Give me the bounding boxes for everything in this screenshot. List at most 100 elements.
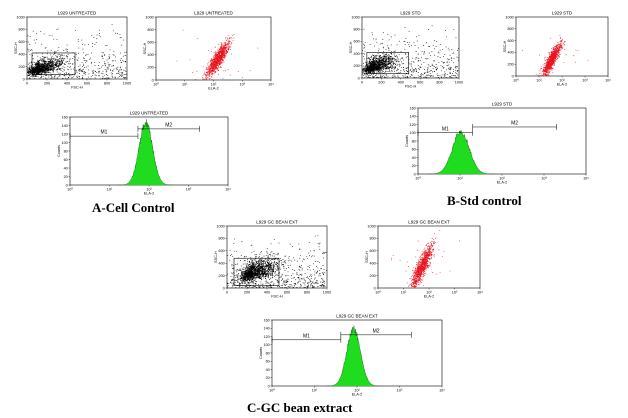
caption-gc-bean-extract: C-GC bean extract (247, 400, 353, 415)
y-axis-label: Counts (57, 145, 61, 157)
histogram-outline (326, 325, 381, 387)
y-tick-label: 0 (223, 286, 225, 290)
y-axis-label: SSC-H (143, 42, 147, 54)
scatter-points (391, 230, 460, 289)
y-tick-label: 60 (64, 158, 68, 162)
scatter-points (226, 235, 327, 289)
x-tick-label: 10¹ (401, 291, 407, 295)
marker-m2: M2 (472, 120, 557, 130)
x-tick-label: 10¹ (457, 177, 463, 181)
x-tick-label: 10² (211, 83, 217, 87)
y-axis-label: Counts (405, 135, 409, 147)
y-tick-label: 400 (147, 53, 153, 57)
x-axis-label: FSC-H (71, 86, 83, 90)
y-tick-label: 800 (507, 27, 513, 31)
scatter-points (176, 29, 259, 80)
y-tick-label: 1000 (351, 15, 359, 19)
x-tick-label: 1000 (455, 81, 463, 85)
histogram-peak (118, 119, 173, 185)
gate-r1 (31, 52, 76, 75)
y-tick-label: 0 (358, 76, 360, 80)
x-tick-label: 10³ (397, 389, 403, 393)
y-tick-label: 40 (266, 368, 270, 372)
plot-title: L929 STD (492, 102, 513, 107)
y-tick-label: 1000 (216, 224, 224, 228)
x-tick-label: 10¹ (107, 188, 113, 192)
x-tick-label: 10⁴ (268, 83, 274, 87)
y-axis-label: Counts (259, 347, 263, 359)
scatter-points (362, 25, 459, 79)
y-tick-label: 200 (353, 64, 359, 68)
x-axis-label: ELA-2 (424, 295, 435, 299)
plot-b-hist: L929 STD 10⁰ 10¹ 10² 10³ 10⁴ 0 20 40 60 80 100 120 14… (405, 102, 589, 185)
x-axis-label: ELA-2 (144, 192, 155, 196)
y-axis-label: SSC-H (365, 251, 369, 263)
y-tick-label: 120 (263, 335, 269, 339)
plot-c-ela: L929 GC BEAN EXT 10⁰ 10¹ 10² 10³ 10⁴ 0 200 400 60… (365, 220, 483, 299)
x-tick-label: 0 (26, 82, 28, 86)
y-tick-label: 0 (23, 77, 25, 81)
x-tick-label: 10³ (582, 79, 588, 83)
y-tick-label: 1000 (145, 15, 153, 19)
gate-label: R1 (79, 69, 84, 73)
y-tick-label: 800 (147, 28, 153, 32)
y-tick-label: 100 (409, 131, 415, 135)
scatter-cloud (362, 25, 459, 79)
y-axis-label: SSC-H (14, 42, 18, 54)
y-tick-label: 0 (374, 286, 376, 290)
x-tick-label: 10⁰ (513, 79, 519, 83)
x-tick-label: 10⁰ (67, 188, 73, 192)
x-tick-label: 0 (361, 81, 363, 85)
x-tick-label: 10⁴ (225, 188, 231, 192)
y-tick-label: 400 (507, 51, 513, 55)
y-tick-label: 600 (147, 41, 153, 45)
histogram-outline (427, 130, 495, 175)
x-tick-label: 400 (398, 81, 404, 85)
y-axis-label: SSC-H (503, 40, 507, 52)
x-tick-label: 0 (226, 291, 228, 295)
y-tick-label: 160 (263, 318, 269, 322)
y-tick-label: 140 (409, 115, 415, 119)
x-axis-label: ELA-2 (352, 393, 363, 397)
plot-title: L929 GC BEAN EXT (336, 314, 378, 319)
y-tick-label: 800 (369, 237, 375, 241)
x-tick-label: 600 (84, 82, 90, 86)
plot-title: L929 UNTREATED (58, 11, 97, 16)
x-tick-label: 10³ (186, 188, 192, 192)
y-tick-label: 400 (353, 52, 359, 56)
y-tick-label: 0 (268, 384, 270, 388)
y-tick-label: 600 (218, 249, 224, 253)
scatter-points (26, 24, 127, 80)
y-tick-label: 800 (18, 28, 24, 32)
y-tick-label: 0 (512, 74, 514, 78)
y-tick-label: 400 (18, 53, 24, 57)
y-tick-label: 100 (61, 141, 67, 145)
x-axis-label: FSC-H (405, 85, 417, 89)
plot-a-hist: L929 UNTREATED 10⁰ 10¹ 10² 10³ 10⁴ 0 20 40 60 80 10… (57, 111, 231, 196)
x-axis-label: ELA-2 (497, 181, 508, 185)
x-tick-label: 10³ (240, 83, 246, 87)
y-axis-label: SSC-H (214, 251, 218, 263)
marker-m1: M1 (69, 130, 139, 140)
gate-label: R1 (283, 280, 288, 284)
x-tick-label: 10¹ (312, 389, 318, 393)
y-tick-label: 600 (353, 40, 359, 44)
y-tick-label: 200 (507, 63, 513, 67)
plot-frame (26, 16, 128, 80)
x-tick-label: 10¹ (182, 83, 188, 87)
y-tick-label: 60 (412, 148, 416, 152)
gate-r1 (233, 257, 280, 286)
y-tick-label: 160 (409, 106, 415, 110)
plot-frame (361, 16, 460, 79)
x-tick-label: 10⁰ (415, 177, 421, 181)
y-tick-label: 1000 (505, 15, 513, 19)
marker-label: M2 (511, 120, 518, 126)
y-tick-label: 600 (369, 249, 375, 253)
y-tick-label: 20 (64, 175, 68, 179)
x-tick-label: 10⁰ (269, 389, 275, 393)
x-tick-label: 400 (264, 291, 270, 295)
y-axis-label: SSC-H (349, 41, 353, 53)
scatter-cloud (226, 235, 327, 289)
x-tick-label: 600 (417, 81, 423, 85)
